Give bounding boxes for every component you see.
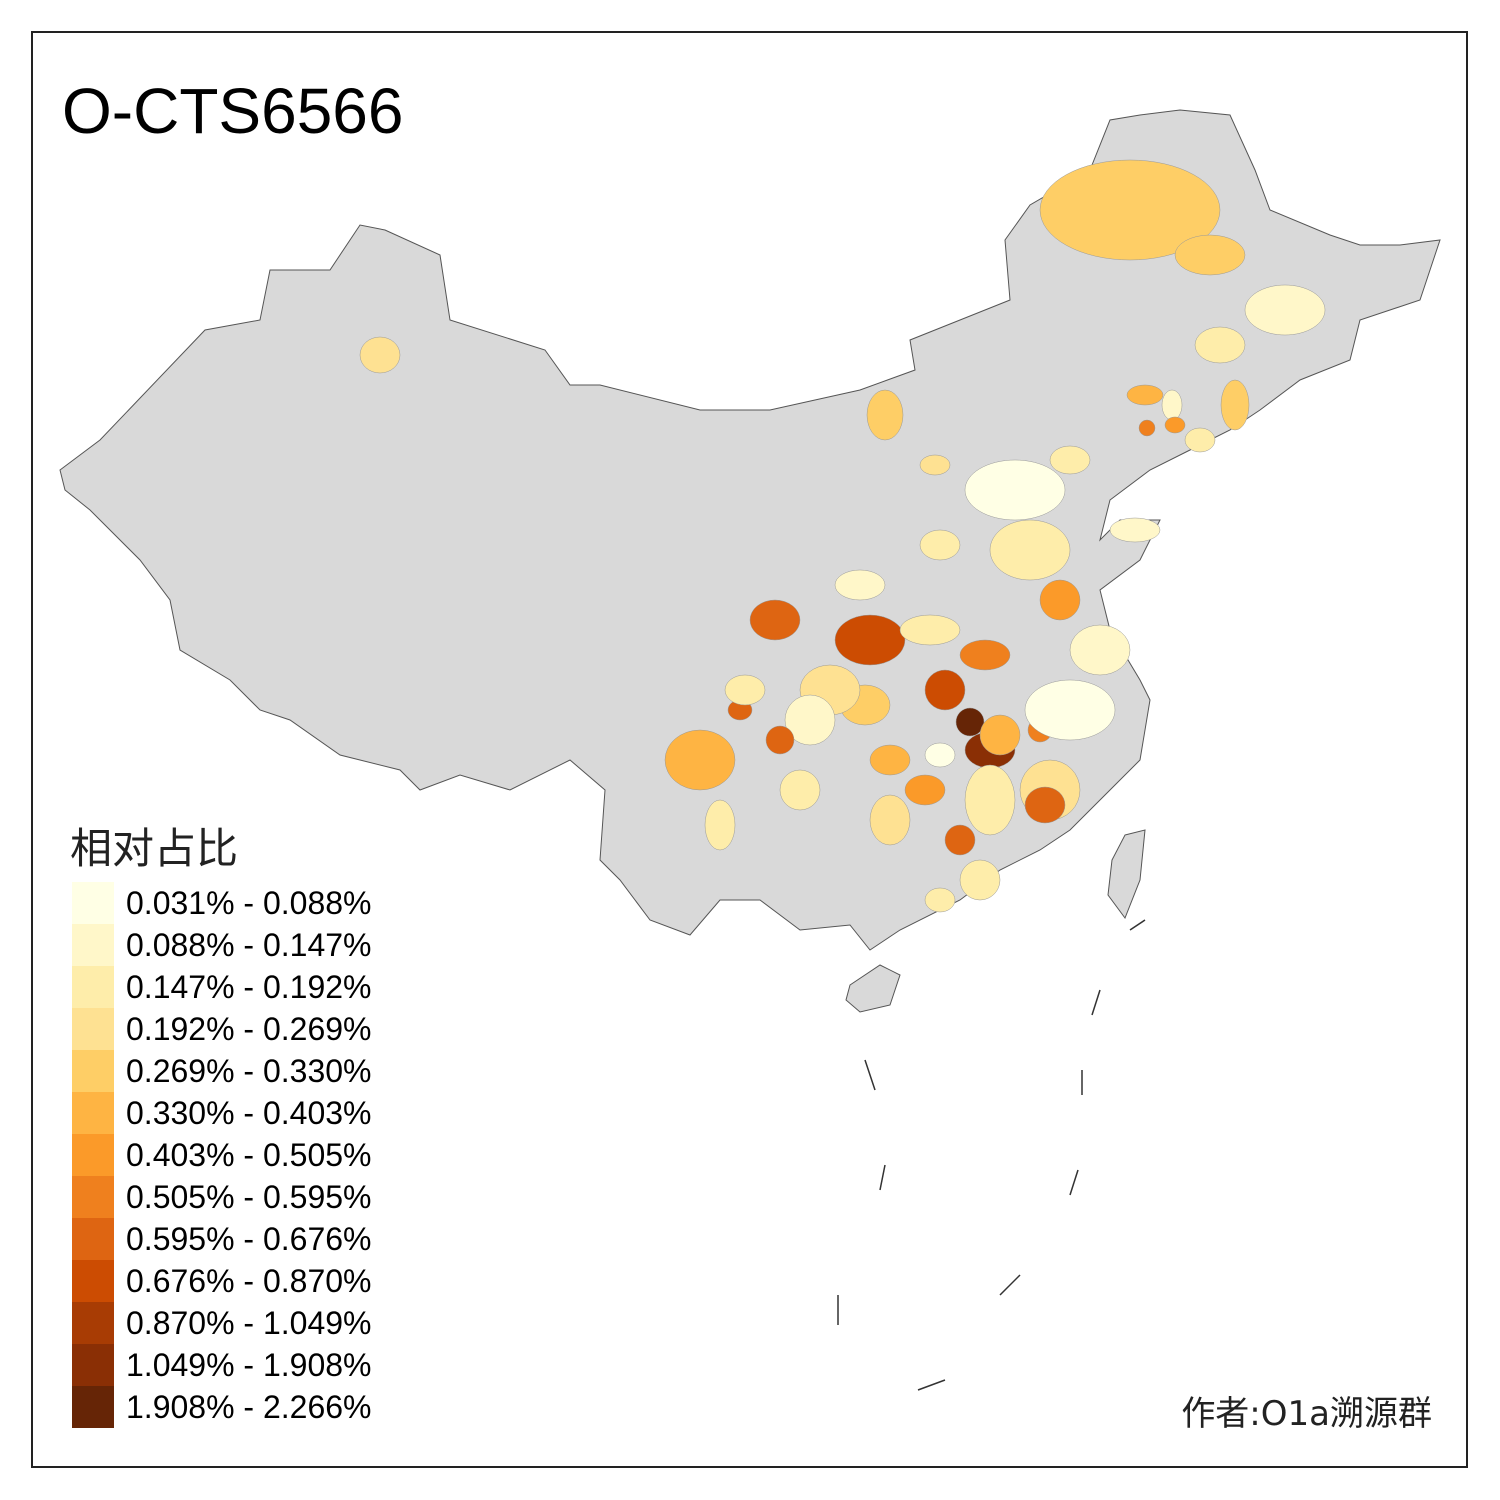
legend-label: 0.403% - 0.505% <box>126 1136 372 1173</box>
south-china-sea-islands <box>837 919 1146 1391</box>
legend-item: 0.031% - 0.088% <box>72 882 372 924</box>
region-shape <box>959 859 1001 901</box>
region-shape <box>924 742 956 768</box>
legend-item: 0.192% - 0.269% <box>72 1008 372 1050</box>
legend-item: 0.870% - 1.049% <box>72 1302 372 1344</box>
region-shape <box>944 824 976 856</box>
legend-item: 0.595% - 0.676% <box>72 1218 372 1260</box>
legend-swatch <box>72 882 114 924</box>
region-shape <box>959 639 1011 671</box>
china-mainland <box>59 109 1441 951</box>
legend-swatch <box>72 1386 114 1428</box>
legend-item: 0.088% - 0.147% <box>72 924 372 966</box>
region-shape <box>765 725 795 755</box>
legend-swatch <box>72 1092 114 1134</box>
map-frame <box>31 31 1468 1468</box>
legend-label: 0.031% - 0.088% <box>126 884 372 921</box>
legend-label: 1.049% - 1.908% <box>126 1346 372 1383</box>
legend-label: 0.147% - 0.192% <box>126 968 372 1005</box>
region-shape <box>1138 419 1156 437</box>
author-credit: 作者:O1a溯源群 <box>1181 1394 1432 1434</box>
region-shape <box>869 744 911 776</box>
region-shape <box>359 336 401 374</box>
legend-item: 0.147% - 0.192% <box>72 966 372 1008</box>
legend-swatch <box>72 1176 114 1218</box>
legend-title: 相对占比 <box>70 824 239 873</box>
legend-item: 0.505% - 0.595% <box>72 1176 372 1218</box>
legend-swatch <box>72 1302 114 1344</box>
region-shape <box>749 599 801 641</box>
region-shape <box>1039 579 1081 621</box>
region-shape <box>1069 624 1131 676</box>
legend: 0.031% - 0.088% 0.088% - 0.147% 0.147% - 0… <box>72 882 372 1428</box>
region-shape <box>919 454 951 476</box>
region-shape <box>1049 445 1091 475</box>
region-shape <box>724 674 766 706</box>
region-shape <box>955 707 985 737</box>
legend-label: 0.870% - 1.049% <box>126 1304 372 1341</box>
region-shape <box>989 519 1071 581</box>
region-shape <box>1244 284 1326 336</box>
hainan-island <box>845 964 901 1013</box>
legend-item: 1.049% - 1.908% <box>72 1344 372 1386</box>
region-shape <box>1024 786 1066 824</box>
region-shape <box>904 774 946 806</box>
region-shape <box>964 459 1066 521</box>
legend-swatch <box>72 1050 114 1092</box>
region-shape <box>866 389 904 441</box>
region-shape <box>704 799 736 851</box>
legend-item: 0.403% - 0.505% <box>72 1134 372 1176</box>
region-shape <box>1174 234 1246 276</box>
region-shape <box>899 614 961 646</box>
legend-swatch <box>72 1218 114 1260</box>
region-shape <box>1220 379 1250 431</box>
region-shape <box>1024 679 1116 741</box>
legend-item: 0.269% - 0.330% <box>72 1050 372 1092</box>
region-shape <box>869 794 911 846</box>
legend-label: 0.676% - 0.870% <box>126 1262 372 1299</box>
legend-label: 0.505% - 0.595% <box>126 1178 372 1215</box>
region-shape <box>834 614 906 666</box>
region-shape <box>1194 326 1246 364</box>
legend-label: 0.595% - 0.676% <box>126 1220 372 1257</box>
legend-swatch <box>72 924 114 966</box>
region-shape <box>1109 517 1161 543</box>
legend-swatch <box>72 1344 114 1386</box>
legend-item: 0.330% - 0.403% <box>72 1092 372 1134</box>
region-shape <box>834 569 886 601</box>
region-shape <box>924 669 966 711</box>
legend-label: 0.330% - 0.403% <box>126 1094 372 1131</box>
region-shape <box>1184 427 1216 453</box>
legend-swatch <box>72 966 114 1008</box>
region-shape <box>784 694 836 746</box>
legend-label: 0.269% - 0.330% <box>126 1052 372 1089</box>
legend-label: 0.192% - 0.269% <box>126 1010 372 1047</box>
region-shape <box>1126 384 1164 406</box>
region-shape <box>919 529 961 561</box>
region-shape <box>664 729 736 791</box>
map-title: O-CTS6566 <box>62 75 404 147</box>
region-shape <box>1161 389 1183 421</box>
legend-swatch <box>72 1008 114 1050</box>
legend-label: 0.088% - 0.147% <box>126 926 372 963</box>
legend-swatch <box>72 1260 114 1302</box>
legend-swatch <box>72 1134 114 1176</box>
region-shape <box>979 714 1021 756</box>
legend-item: 1.908% - 2.266% <box>72 1386 372 1428</box>
region-shape <box>1164 416 1186 434</box>
region-shape <box>1039 159 1221 261</box>
legend-label: 1.908% - 2.266% <box>126 1388 372 1425</box>
legend-item: 0.676% - 0.870% <box>72 1260 372 1302</box>
region-shape <box>779 769 821 811</box>
region-shape <box>924 887 956 913</box>
region-shape <box>964 764 1016 836</box>
taiwan-island <box>1107 829 1146 920</box>
